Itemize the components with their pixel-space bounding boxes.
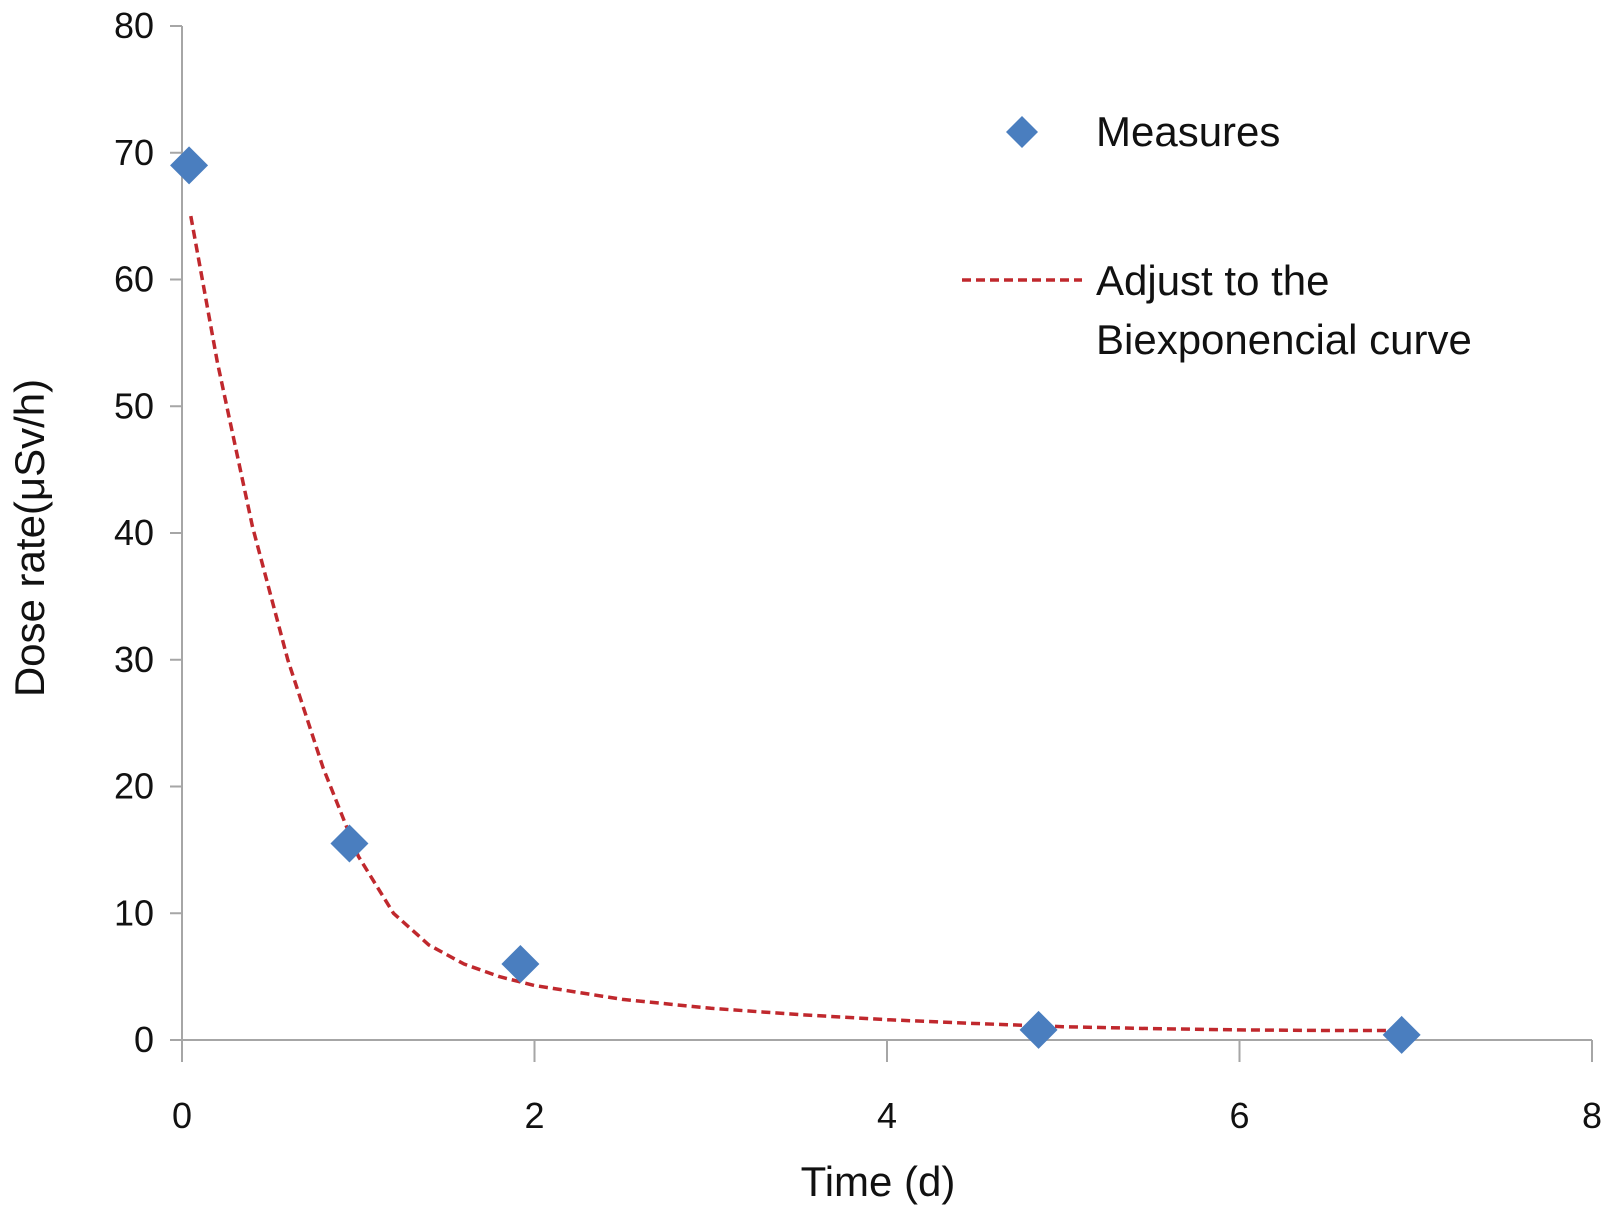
y-tick-label: 20 bbox=[114, 766, 154, 807]
legend-diamond-icon bbox=[1006, 116, 1038, 148]
x-tick-label: 4 bbox=[877, 1095, 897, 1136]
y-tick-label: 40 bbox=[114, 512, 154, 553]
x-axis-title: Time (d) bbox=[801, 1158, 956, 1205]
data-point-measure bbox=[501, 944, 540, 983]
y-tick-label: 10 bbox=[114, 892, 154, 933]
legend-label-curve: Adjust to the Biexponencial curve bbox=[1096, 257, 1472, 363]
axes bbox=[181, 26, 1592, 1041]
series-line-biexponential-fit bbox=[189, 215, 1402, 1033]
y-tick-label: 0 bbox=[134, 1019, 154, 1060]
legend-label-measures: Measures bbox=[1096, 108, 1280, 155]
y-axis-title: Dose rate(μSv/h) bbox=[6, 379, 53, 697]
y-tick-label: 80 bbox=[114, 5, 154, 46]
x-axis-ticks: 0 2 4 6 8 bbox=[172, 1040, 1602, 1136]
data-point-measure bbox=[1382, 1015, 1421, 1054]
y-tick-label: 70 bbox=[114, 132, 154, 173]
x-tick-label: 8 bbox=[1582, 1095, 1602, 1136]
y-axis-ticks: 0 10 20 30 40 50 60 70 80 bbox=[114, 5, 182, 1060]
plot-area bbox=[170, 146, 1421, 1054]
legend-label-curve-line-1: Adjust to the bbox=[1096, 257, 1329, 304]
data-point-measure bbox=[330, 824, 369, 863]
x-tick-label: 6 bbox=[1229, 1095, 1249, 1136]
y-tick-label: 60 bbox=[114, 259, 154, 300]
x-tick-label: 0 bbox=[172, 1095, 192, 1136]
y-tick-label: 30 bbox=[114, 639, 154, 680]
legend: Measures Adjust to the Biexponencial cur… bbox=[962, 108, 1472, 363]
data-point-measure bbox=[170, 146, 209, 185]
legend-label-curve-line-2: Biexponencial curve bbox=[1096, 316, 1472, 363]
x-tick-label: 2 bbox=[524, 1095, 544, 1136]
y-tick-label: 50 bbox=[114, 385, 154, 426]
data-point-measure bbox=[1019, 1010, 1058, 1049]
